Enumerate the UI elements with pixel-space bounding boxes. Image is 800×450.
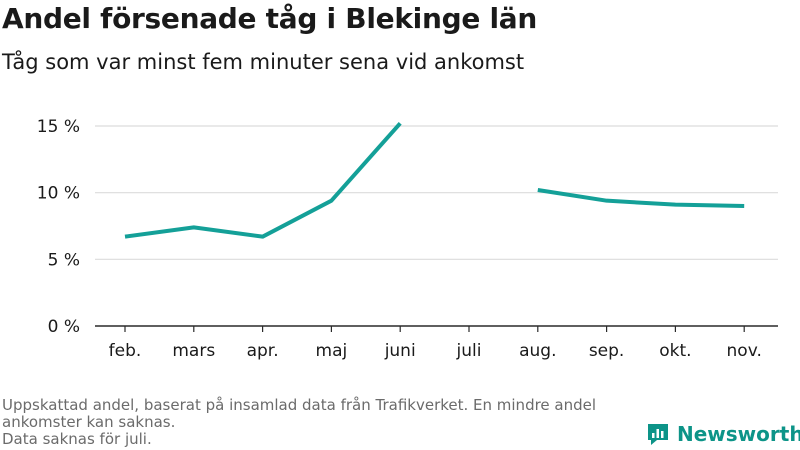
x-tick-label: maj [316,341,348,361]
y-tick-label: 15 % [37,117,80,137]
chart-subtitle: Tåg som var minst fem minuter sena vid a… [2,50,525,74]
x-tick-label: mars [172,341,215,361]
x-tick-label: nov. [727,341,762,361]
footer-note-source: Uppskattad andel, baserat på insamlad da… [2,396,597,431]
line-chart: 0 % 5 % 10 % 15 % feb. mars apr. maj juni juli aug… [37,117,778,361]
footer-note-missing: Data saknas för juli. [2,430,152,448]
x-tick-label: apr. [247,341,279,361]
y-tick-label: 0 % [48,317,80,337]
chart-title: Andel försenade tåg i Blekinge län [2,2,537,35]
series-line-segment [537,188,745,208]
x-tick-label: juni [384,341,416,361]
brand-logo[interactable]: Newsworthy [645,420,800,448]
newsworthy-logo-icon [648,424,668,445]
y-tick-label: 5 % [48,250,80,270]
x-tick-label: aug. [519,341,556,361]
brand-name: Newsworthy [677,422,800,446]
y-tick-label: 10 % [37,184,80,204]
x-tick-label: sep. [589,341,625,361]
x-tick-label: okt. [659,341,691,361]
series-line-segment [124,122,402,239]
footer-notes: Uppskattad andel, baserat på insamlad da… [2,397,642,448]
x-tick-label: juli [456,341,482,361]
x-tick-label: feb. [109,341,142,361]
